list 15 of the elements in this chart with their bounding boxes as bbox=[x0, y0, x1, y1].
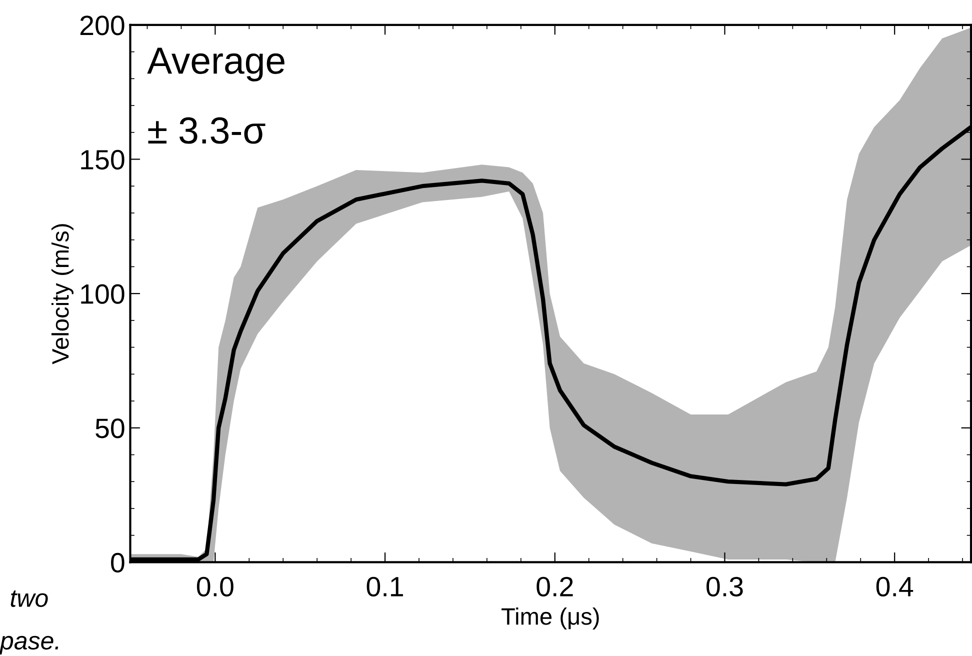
text: two bbox=[10, 590, 48, 607]
y-tick-label: 100 bbox=[81, 284, 124, 304]
x-tick-label: 0.3 bbox=[706, 576, 743, 596]
annotation: ± 3.3-σ bbox=[148, 117, 266, 144]
y-tick-label: 200 bbox=[80, 16, 124, 36]
y-tick-label: 150 bbox=[81, 150, 124, 170]
x-axis-title: Time (μs) bbox=[502, 608, 599, 630]
annotation: Average bbox=[147, 48, 284, 82]
y-tick-label: 0 bbox=[111, 552, 124, 573]
x-tick-label: 0.2 bbox=[536, 576, 573, 596]
y-axis-title: Velocity (m/s) bbox=[51, 224, 74, 364]
x-tick-label: 0.4 bbox=[876, 576, 914, 596]
x-tick-label: 0.1 bbox=[366, 576, 403, 596]
x-tick-label: 0.0 bbox=[196, 576, 234, 596]
y-tick-label: 50 bbox=[96, 418, 124, 438]
